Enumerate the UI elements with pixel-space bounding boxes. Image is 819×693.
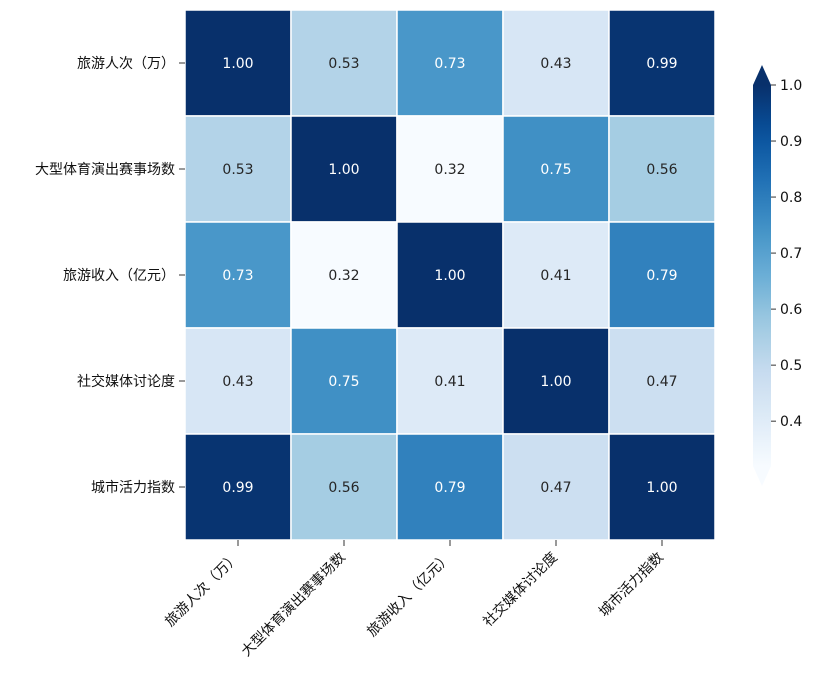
y-tick-label: 旅游收入（亿元） (63, 268, 175, 284)
heatmap-cell-r1-c4 (608, 115, 716, 223)
cell-value-label-r0-c0: 1.00 (222, 56, 253, 72)
cell-value-label-r3-c4: 0.47 (646, 374, 677, 390)
y-tick-label: 社交媒体讨论度 (77, 373, 175, 390)
cell-value-label-r0-c3: 0.43 (540, 56, 571, 72)
cell-value-label-r1-c1: 1.00 (328, 162, 359, 178)
heatmap-cell-r3-c3 (502, 327, 610, 435)
cell-value-label-r3-c1: 0.75 (328, 374, 359, 390)
heatmap-cell-r2-c4 (608, 221, 716, 329)
colorbar-tick-label: 0.8 (780, 190, 802, 206)
cell-value-label-r2-c1: 0.32 (328, 268, 359, 284)
colorbar-extend-max (753, 65, 771, 85)
cell-value-label-r2-c0: 0.73 (222, 268, 253, 284)
heatmap-cell-r4-c4 (608, 433, 716, 541)
heatmap-cell-r3-c2 (396, 327, 504, 435)
cell-value-label-r0-c1: 0.53 (328, 56, 359, 72)
cell-value-label-r1-c3: 0.75 (540, 162, 571, 178)
cell-value-label-r1-c0: 0.53 (222, 162, 253, 178)
heatmap-cell-r0-c1 (290, 9, 398, 117)
heatmap-cell-r4-c2 (396, 433, 504, 541)
colorbar-gradient (753, 85, 771, 466)
colorbar-tick-label: 1.0 (780, 78, 802, 94)
cell-value-label-r1-c4: 0.56 (646, 162, 677, 178)
cell-value-label-r0-c4: 0.99 (646, 56, 677, 72)
cell-value-label-r4-c4: 1.00 (646, 480, 677, 496)
x-tick-label: 大型体育演出赛事场数 (239, 550, 349, 660)
heatmap-cell-r1-c0 (184, 115, 292, 223)
colorbar-tick-label: 0.7 (780, 246, 802, 262)
cell-value-label-r2-c3: 0.41 (540, 268, 571, 284)
cell-value-label-r3-c0: 0.43 (222, 374, 253, 390)
heatmap-cell-r4-c0 (184, 433, 292, 541)
cell-value-label-r2-c2: 1.00 (434, 268, 465, 284)
heatmap-cell-r0-c2 (396, 9, 504, 117)
heatmap-cell-r1-c2 (396, 115, 504, 223)
heatmap-cell-r4-c1 (290, 433, 398, 541)
cell-value-label-r1-c2: 0.32 (434, 162, 465, 178)
x-axis-ticks: 旅游人次（万）大型体育演出赛事场数 旅游收入（亿元） 社交媒体讨论度 城市活力指数 (162, 540, 667, 660)
x-tick-label: 旅游人次（万） (162, 550, 243, 631)
heatmap-cell-r0-c0 (184, 9, 292, 117)
colorbar-tick-label: 0.9 (780, 134, 802, 150)
cell-value-label-r3-c3: 1.00 (540, 374, 571, 390)
cell-value-label-r4-c0: 0.99 (222, 480, 253, 496)
heatmap-cell-r2-c3 (502, 221, 610, 329)
cell-value-label-r4-c3: 0.47 (540, 480, 571, 496)
x-tick-label: 社交媒体讨论度 (480, 549, 561, 630)
heatmap-cell-r3-c4 (608, 327, 716, 435)
y-tick-label: 大型体育演出赛事场数 (35, 162, 175, 178)
cell-value-label-r2-c4: 0.79 (646, 268, 677, 284)
colorbar-extend-min (753, 466, 771, 486)
cell-value-label-r4-c2: 0.79 (434, 480, 465, 496)
cell-value-label-r4-c1: 0.56 (328, 480, 359, 496)
y-tick-label: 城市活力指数 (91, 479, 175, 496)
heatmap-cell-r2-c1 (290, 221, 398, 329)
colorbar: 0.4 0.5 0.6 0.7 0.8 0.9 1.0 (753, 65, 802, 486)
heatmap-annotations: 1.00 0.53 0.73 0.43 0.99 0.53 1.00 0.32 0.75 0.56… (222, 56, 677, 496)
colorbar-tick-label: 0.4 (780, 414, 802, 430)
x-tick-label: 旅游收入（亿元） (364, 550, 455, 641)
colorbar-tick-label: 0.5 (780, 358, 802, 374)
heatmap-cell-r3-c1 (290, 327, 398, 435)
colorbar-tick-label: 0.6 (780, 302, 802, 318)
x-tick-label: 城市活力指数 (595, 549, 666, 620)
cell-value-label-r3-c2: 0.41 (434, 374, 465, 390)
heatmap-cell-r0-c3 (502, 9, 610, 117)
cell-value-label-r0-c2: 0.73 (434, 56, 465, 72)
heatmap-cells (184, 9, 716, 541)
y-tick-label: 旅游人次（万） (77, 56, 175, 72)
